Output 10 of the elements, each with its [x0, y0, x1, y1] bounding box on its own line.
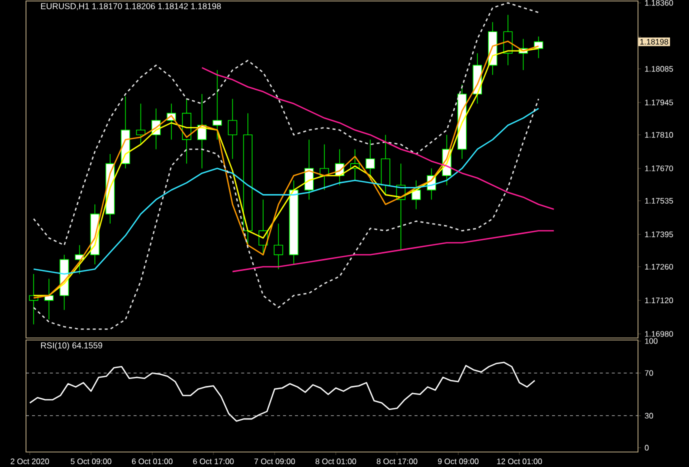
line-series: [33, 2, 540, 246]
line-series: [29, 362, 536, 422]
candlestick: [412, 180, 421, 210]
candlestick: [136, 103, 146, 145]
candlestick: [274, 223, 284, 270]
candlestick: [366, 139, 375, 181]
chart-title: EURUSD,H1 1.18170 1.18206 1.18142 1.18198: [41, 3, 221, 10]
chart-title: RSI(10) 64.1559: [41, 342, 102, 350]
candlestick: [212, 70, 222, 140]
candlestick: [228, 98, 238, 160]
